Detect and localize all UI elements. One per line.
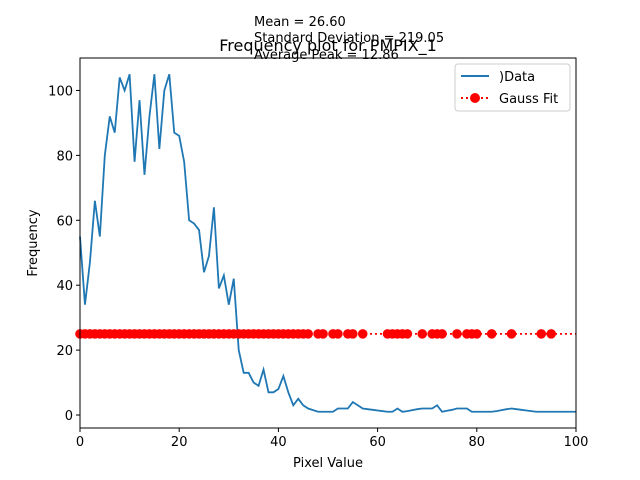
x-tick-label: 80: [469, 435, 486, 450]
gauss-fit-marker: [303, 329, 313, 339]
chart-title: Frequency plot for PMPIX_1: [219, 36, 437, 56]
annotation-mean: Mean = 26.60: [254, 15, 346, 30]
y-axis: 0 20 40 60 80 100: [48, 84, 80, 424]
gauss-fit-marker: [402, 329, 413, 339]
gauss-fit-marker: [536, 329, 547, 339]
y-tick-label: 40: [56, 279, 73, 294]
gauss-fit-marker: [452, 329, 462, 339]
y-tick-label: 100: [48, 84, 73, 99]
axes-frame: [79, 57, 577, 429]
x-tick-label: 20: [171, 435, 188, 450]
legend-gauss-marker: [470, 93, 480, 103]
x-tick-label: 40: [270, 435, 287, 450]
x-axis: 0 20 40 60 80 100: [76, 428, 589, 450]
legend: )Data Gauss Fit: [454, 63, 571, 112]
y-tick-label: 80: [56, 149, 73, 164]
annotation-peak: Average Peak = 12.86: [254, 48, 399, 63]
gauss-fit-marker: [472, 329, 482, 339]
gauss-fit-marker: [318, 329, 328, 339]
x-tick-label: 0: [76, 435, 84, 450]
gauss-fit-marker: [417, 329, 428, 339]
plot-area: [75, 73, 576, 413]
x-tick-label: 100: [564, 435, 589, 450]
y-tick-label: 20: [56, 344, 73, 359]
legend-gauss-label: Gauss Fit: [499, 92, 558, 107]
y-axis-label: Frequency: [26, 209, 41, 276]
gauss-fit-marker: [437, 329, 447, 339]
gauss-fit-marker: [333, 329, 343, 339]
x-axis-label: Pixel Value: [293, 456, 363, 471]
gauss-fit-marker: [357, 329, 368, 339]
gauss-fit-marker: [348, 329, 358, 339]
gauss-fit-marker: [546, 329, 556, 339]
x-tick-label: 60: [369, 435, 386, 450]
y-tick-label: 0: [65, 409, 73, 424]
gauss-fit-marker: [506, 329, 517, 339]
legend-data-label: )Data: [499, 70, 535, 85]
gauss-fit-marker: [486, 329, 497, 339]
data-series-line: [79, 73, 576, 413]
annotation-std: Standard Deviation = 219.05: [254, 31, 444, 46]
y-tick-label: 60: [56, 214, 73, 229]
